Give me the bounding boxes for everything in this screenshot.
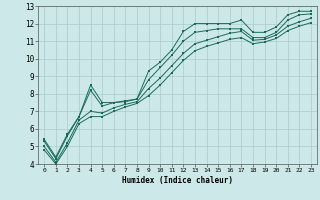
X-axis label: Humidex (Indice chaleur): Humidex (Indice chaleur) [122, 176, 233, 185]
